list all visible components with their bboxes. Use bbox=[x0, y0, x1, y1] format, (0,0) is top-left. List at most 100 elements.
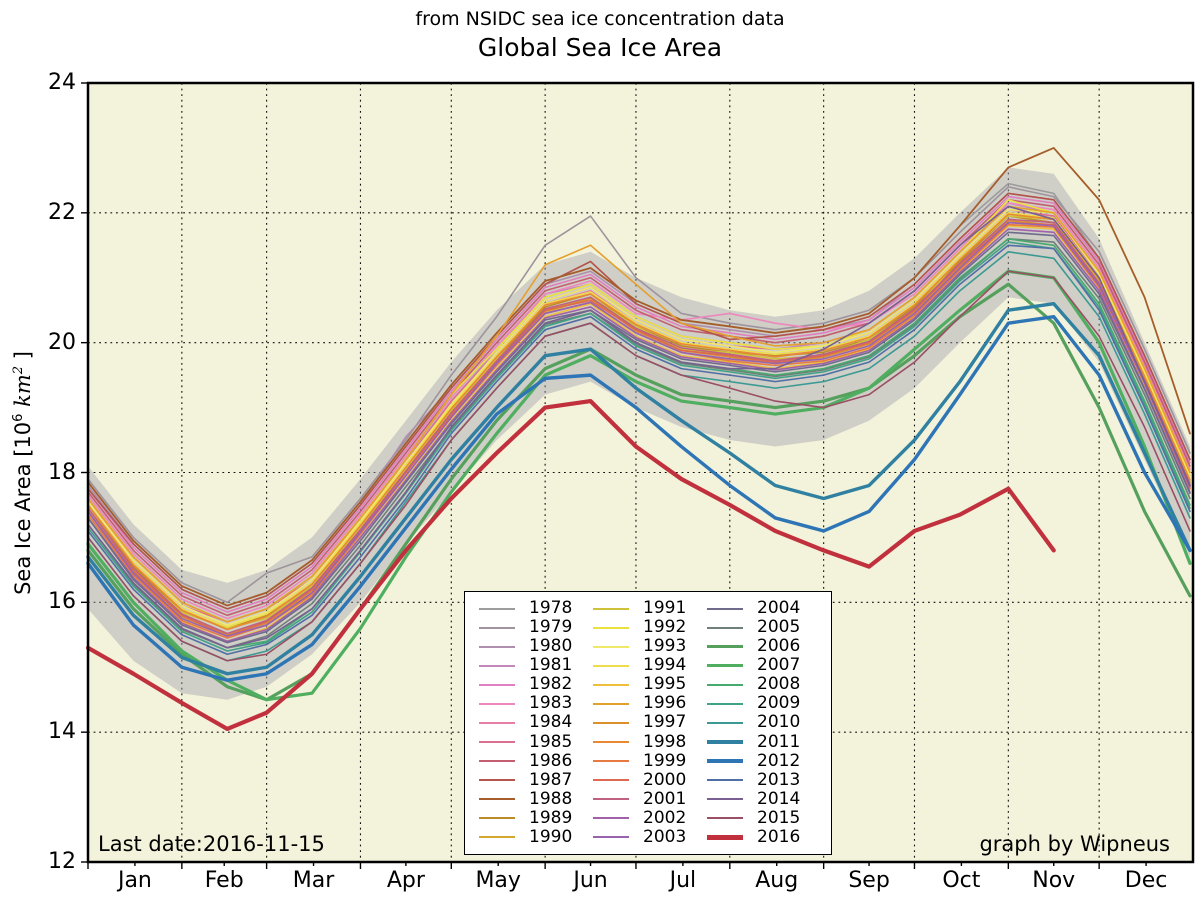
legend-year-label: 1986 bbox=[529, 750, 573, 771]
legend-year-label: 2001 bbox=[643, 788, 687, 809]
legend-entry-1986: 1986 bbox=[479, 750, 593, 771]
legend-swatch-1982 bbox=[479, 683, 515, 686]
series-line-2011 bbox=[86, 302, 1192, 676]
legend-year-label: 2014 bbox=[757, 788, 801, 809]
series-line-2016 bbox=[85, 398, 1056, 732]
legend-year-label: 1978 bbox=[529, 598, 573, 619]
series-line-2003 bbox=[87, 221, 1191, 637]
legend-entry-1981: 1981 bbox=[479, 656, 593, 675]
series-line-2012 bbox=[86, 315, 1192, 682]
legend-swatch-1986 bbox=[479, 760, 515, 763]
legend-entry-1992: 1992 bbox=[593, 618, 707, 637]
legend-year-label: 1992 bbox=[643, 617, 687, 638]
series-line-1994 bbox=[87, 212, 1191, 628]
x-tick-label-nov: Nov bbox=[1032, 868, 1076, 893]
series-line-2004 bbox=[87, 231, 1191, 644]
x-tick-label-jun: Jun bbox=[573, 868, 608, 893]
legend-swatch-2015 bbox=[707, 817, 743, 820]
legend-swatch-1989 bbox=[479, 817, 515, 820]
legend-entry-2008: 2008 bbox=[707, 675, 821, 694]
legend-entry-2013: 2013 bbox=[707, 770, 821, 790]
legend-year-label: 1987 bbox=[529, 769, 573, 790]
legend-entry-1989: 1989 bbox=[479, 808, 593, 828]
legend-year-label: 2005 bbox=[757, 617, 801, 638]
legend-swatch-1999 bbox=[593, 760, 629, 763]
legend-year-label: 1979 bbox=[529, 617, 573, 638]
legend-swatch-2011 bbox=[707, 740, 743, 744]
legend-year-label: 1995 bbox=[643, 674, 687, 695]
series-line-1997 bbox=[87, 219, 1191, 636]
series-line-1983 bbox=[87, 202, 1191, 620]
legend-entry-1988: 1988 bbox=[479, 789, 593, 809]
legend-swatch-1992 bbox=[593, 626, 629, 629]
legend-year-label: 2009 bbox=[757, 693, 801, 714]
legend-year-label: 2010 bbox=[757, 712, 801, 733]
legend-entry-2011: 2011 bbox=[707, 731, 821, 752]
legend-entry-2000: 2000 bbox=[593, 770, 707, 790]
legend-entry-2015: 2015 bbox=[707, 807, 821, 828]
x-tick-label-sep: Sep bbox=[848, 868, 890, 893]
legend-swatch-1981 bbox=[479, 664, 515, 667]
legend-year-label: 1994 bbox=[643, 655, 687, 676]
legend-year-label: 1993 bbox=[643, 636, 687, 657]
legend-entry-1998: 1998 bbox=[593, 731, 707, 752]
legend-swatch-2007 bbox=[707, 664, 743, 668]
legend-year-label: 2004 bbox=[757, 598, 801, 619]
legend-year-label: 1982 bbox=[529, 674, 573, 695]
credit-annotation: graph by Wipneus bbox=[979, 832, 1170, 856]
legend-year-label: 2002 bbox=[643, 807, 687, 828]
legend-year-label: 1991 bbox=[643, 598, 687, 619]
legend-entry-1993: 1993 bbox=[593, 637, 707, 656]
axis-ticks bbox=[81, 82, 1147, 869]
legend-entry-1984: 1984 bbox=[479, 713, 593, 732]
legend-swatch-1980 bbox=[479, 645, 515, 648]
legend-year-label: 1984 bbox=[529, 712, 573, 733]
series-line-2009 bbox=[87, 241, 1191, 652]
series-line-2013 bbox=[87, 244, 1191, 656]
legend-swatch-1993 bbox=[593, 645, 629, 648]
legend-entry-1979: 1979 bbox=[479, 618, 593, 637]
series-line-2001 bbox=[87, 218, 1191, 635]
legend-entry-1994: 1994 bbox=[593, 656, 707, 675]
x-tick-label-aug: Aug bbox=[755, 868, 799, 893]
series-line-2014 bbox=[87, 205, 1191, 649]
legend-swatch-1991 bbox=[593, 607, 629, 610]
legend-swatch-2000 bbox=[593, 779, 629, 782]
legend-year-label: 1980 bbox=[529, 636, 573, 657]
legend-swatch-2005 bbox=[707, 626, 743, 629]
legend-swatch-1983 bbox=[479, 702, 515, 705]
series-line-1998 bbox=[87, 213, 1191, 631]
x-tick-label-feb: Feb bbox=[204, 868, 244, 893]
legend-year-label: 2015 bbox=[757, 807, 801, 828]
legend-entry-1978: 1978 bbox=[479, 599, 593, 618]
y-tick-label-14: 14 bbox=[48, 719, 76, 745]
chart-suptitle: from NSIDC sea ice concentration data bbox=[415, 8, 785, 30]
legend-year-label: 2011 bbox=[757, 731, 801, 752]
legend-swatch-2012 bbox=[707, 759, 743, 763]
legend-swatch-1985 bbox=[479, 741, 515, 744]
y-tick-label-20: 20 bbox=[48, 329, 76, 355]
legend-year-label: 2008 bbox=[757, 674, 801, 695]
legend-swatch-1994 bbox=[593, 664, 629, 667]
legend-swatch-1988 bbox=[479, 798, 515, 801]
legend-swatch-1979 bbox=[479, 626, 515, 629]
legend-year-label: 1999 bbox=[643, 750, 687, 771]
legend-entry-1982: 1982 bbox=[479, 675, 593, 694]
legend-year-label: 2006 bbox=[757, 636, 801, 657]
x-tick-label-dec: Dec bbox=[1124, 868, 1168, 893]
legend-entry-1980: 1980 bbox=[479, 637, 593, 656]
series-line-1993 bbox=[87, 208, 1191, 626]
legend-entry-2001: 2001 bbox=[593, 788, 707, 809]
x-tick-label-jul: Jul bbox=[669, 868, 697, 893]
legend-swatch-1990 bbox=[479, 836, 515, 839]
legend-swatch-2010 bbox=[707, 721, 743, 724]
legend-entry-1996: 1996 bbox=[593, 694, 707, 713]
series-line-1991 bbox=[87, 215, 1191, 630]
legend-swatch-1978 bbox=[479, 607, 515, 610]
legend-year-label: 1996 bbox=[643, 693, 687, 714]
legend-entry-2003: 2003 bbox=[593, 827, 707, 847]
legend-year-label: 1998 bbox=[643, 731, 687, 752]
legend-swatch-2013 bbox=[707, 779, 743, 782]
legend-year-label: 2007 bbox=[757, 655, 801, 676]
legend-swatch-2009 bbox=[707, 702, 743, 705]
